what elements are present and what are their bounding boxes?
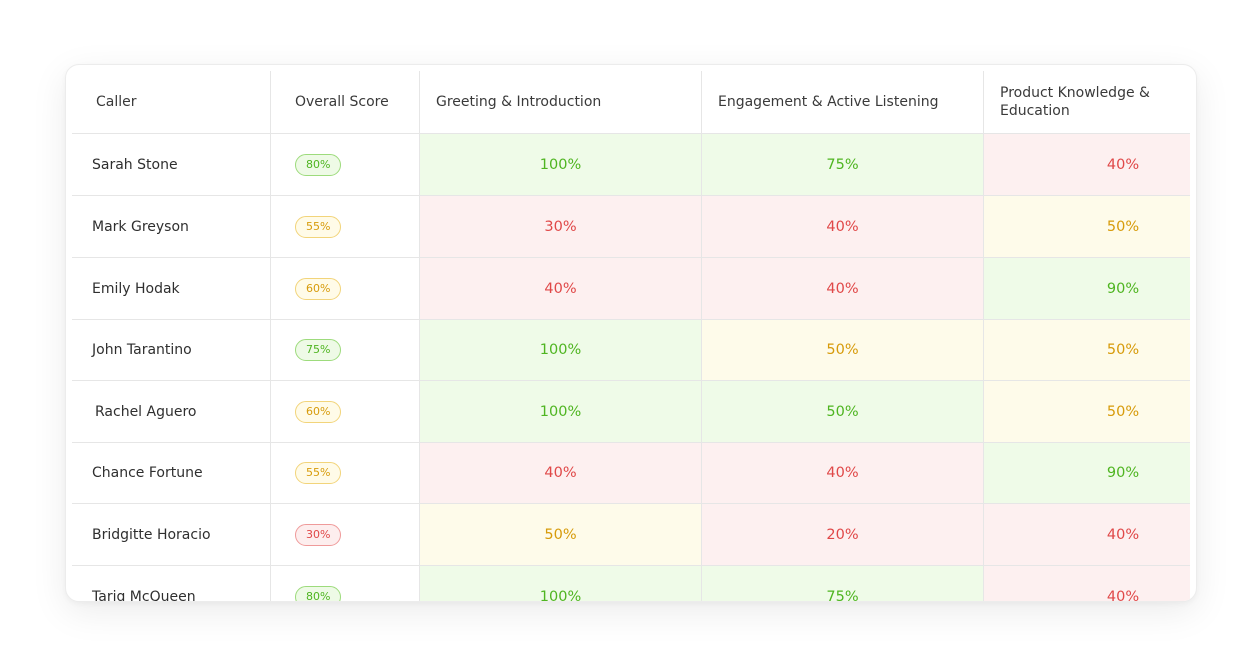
greeting-score: 30% — [420, 196, 702, 257]
engagement-score: 40% — [702, 258, 984, 319]
overall-score-cell: 30% — [271, 504, 420, 565]
table-row[interactable]: Sarah Stone 80% 100% 75% 40% — [72, 134, 1190, 196]
product-knowledge-score: 40% — [984, 134, 1190, 195]
overall-score-cell: 55% — [271, 443, 420, 503]
header-overall-score[interactable]: Overall Score — [271, 71, 420, 133]
overall-score-badge: 80% — [295, 586, 342, 601]
overall-score-badge: 60% — [295, 277, 342, 300]
overall-score-cell: 60% — [271, 258, 420, 319]
greeting-score: 100% — [420, 134, 702, 195]
engagement-score: 20% — [702, 504, 984, 565]
overall-score-badge: 55% — [295, 462, 342, 484]
engagement-score: 75% — [702, 134, 984, 195]
overall-score-badge: 30% — [295, 523, 342, 546]
caller-name: Sarah Stone — [72, 134, 271, 195]
header-engagement[interactable]: Engagement & Active Listening — [702, 71, 984, 133]
caller-name: Tariq McQueen — [72, 566, 271, 601]
engagement-score: 75% — [702, 566, 984, 601]
table-row[interactable]: Emily Hodak 60% 40% 40% 90% — [72, 258, 1190, 320]
caller-name: Emily Hodak — [72, 258, 271, 319]
greeting-score: 100% — [420, 381, 702, 442]
overall-score-cell: 55% — [271, 196, 420, 257]
engagement-score: 50% — [702, 381, 984, 442]
product-knowledge-score: 40% — [984, 504, 1190, 565]
caller-name: Mark Greyson — [72, 196, 271, 257]
overall-score-cell: 60% — [271, 381, 420, 442]
overall-score-cell: 75% — [271, 320, 420, 380]
scores-table: Caller Overall Score Greeting & Introduc… — [72, 71, 1190, 601]
product-knowledge-score: 50% — [984, 381, 1190, 442]
scores-card: Caller Overall Score Greeting & Introduc… — [65, 64, 1197, 602]
table-header: Caller Overall Score Greeting & Introduc… — [72, 71, 1190, 134]
table-row[interactable]: Chance Fortune 55% 40% 40% 90% — [72, 443, 1190, 504]
product-knowledge-score: 50% — [984, 320, 1190, 380]
header-greeting[interactable]: Greeting & Introduction — [420, 71, 702, 133]
header-caller[interactable]: Caller — [72, 71, 271, 133]
header-product-knowledge[interactable]: Product Knowledge & Education — [1000, 85, 1150, 119]
product-knowledge-score: 90% — [984, 443, 1190, 503]
overall-score-cell: 80% — [271, 134, 420, 195]
table-row[interactable]: Rachel Aguero 60% 100% 50% 50% — [72, 381, 1190, 443]
caller-name: Chance Fortune — [72, 443, 271, 503]
greeting-score: 100% — [420, 320, 702, 380]
table-row[interactable]: Tariq McQueen 80% 100% 75% 40% — [72, 566, 1190, 601]
overall-score-badge: 80% — [295, 153, 342, 176]
product-knowledge-score: 90% — [984, 258, 1190, 319]
greeting-score: 40% — [420, 443, 702, 503]
greeting-score: 40% — [420, 258, 702, 319]
engagement-score: 40% — [702, 196, 984, 257]
greeting-score: 100% — [420, 566, 702, 601]
overall-score-badge: 60% — [295, 400, 342, 423]
caller-name: Bridgitte Horacio — [72, 504, 271, 565]
overall-score-badge: 55% — [295, 215, 342, 238]
table-row[interactable]: John Tarantino 75% 100% 50% 50% — [72, 320, 1190, 381]
overall-score-cell: 80% — [271, 566, 420, 601]
product-knowledge-score: 40% — [984, 566, 1190, 601]
table-row[interactable]: Mark Greyson 55% 30% 40% 50% — [72, 196, 1190, 258]
product-knowledge-score: 50% — [984, 196, 1190, 257]
overall-score-badge: 75% — [295, 339, 342, 361]
table-row[interactable]: Bridgitte Horacio 30% 50% 20% 40% — [72, 504, 1190, 566]
caller-name: Rachel Aguero — [72, 381, 271, 442]
greeting-score: 50% — [420, 504, 702, 565]
engagement-score: 40% — [702, 443, 984, 503]
caller-name: John Tarantino — [72, 320, 271, 380]
engagement-score: 50% — [702, 320, 984, 380]
